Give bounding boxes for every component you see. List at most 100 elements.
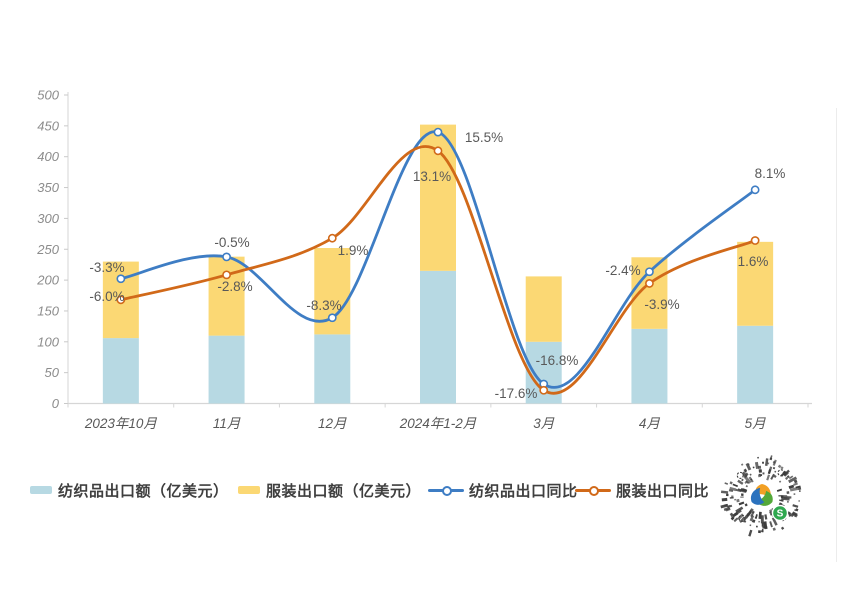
data-label: -17.6% [495,386,538,401]
data-label: -2.8% [217,279,252,294]
qr-dot [770,513,773,516]
data-label: 1.6% [738,254,769,269]
qr-dot [786,500,789,503]
data-label: 15.5% [465,130,503,145]
qr-dot [794,513,798,518]
y-axis-tick-label: 500 [37,88,59,103]
qr-dot [749,524,752,527]
legend-label: 纺织品出口同比 [469,482,578,500]
qr-dot [788,484,795,489]
qr-dot [772,466,776,470]
qr-dot [792,504,799,508]
line-marker [222,252,231,262]
qr-dot [789,487,799,492]
qr-dot [740,487,749,493]
qr-dot [788,475,794,480]
qr-dot [732,511,739,518]
qr-dot [797,486,802,491]
qr-dot [745,484,749,488]
qr-dot [727,504,733,509]
qr-dot [770,473,775,480]
qr-dot [774,470,777,473]
qr-dot [747,463,750,466]
qr-dot [749,515,755,522]
qr-dot [776,488,783,493]
y-axis-tick-label: 300 [37,211,59,226]
qr-dot [764,514,768,520]
qr-dot [758,474,761,478]
qr-dot [754,516,757,519]
bar-segment-textile [102,338,139,404]
y-axis-tick-label: 400 [37,149,59,164]
x-axis-category-label: 2023年10月 [84,416,158,431]
qr-badge-letter: S [777,509,784,520]
qr-dot [734,498,736,501]
legend-label: 纺织品出口额（亿美元） [58,482,229,500]
qr-dot [730,516,735,521]
qr-dot [783,469,790,477]
qr-dot [778,480,782,483]
bar-segment-textile [631,328,668,404]
line-marker [433,146,443,156]
line-textile-yoy [119,130,757,389]
data-label: -2.4% [605,263,640,278]
bar-segment-textile [737,325,774,404]
line-marker [645,267,654,277]
qr-dot [773,474,777,479]
bar-segment-textile [420,270,456,404]
qr-gear-glyph [736,471,744,479]
legend-item-2: 纺织品出口同比 [428,479,578,501]
qr-gear-glyph [738,514,746,522]
qr-dot [793,493,796,496]
legend-line-swatch [428,485,464,496]
qr-dot [724,503,729,507]
legend-bar-swatch [238,486,260,494]
qr-dot [758,530,761,534]
x-axis-category-label: 3月 [533,416,555,431]
qr-dot [766,474,771,481]
qr-dot [740,463,744,466]
qr-dot [793,482,798,486]
qr-dot [721,497,728,502]
qr-dot [762,472,765,475]
qr-dot [750,510,755,518]
qr-dot [729,481,733,485]
qr-dot [741,478,744,482]
legend-line-swatch [575,485,611,496]
qr-dot [732,483,739,488]
x-axis-category-label: 4月 [639,416,661,431]
qr-dot [738,501,745,506]
legend-item-1: 服装出口额（亿美元） [238,479,421,501]
x-axis-category-label: 11月 [213,416,241,431]
qr-dot [724,482,729,485]
legend-item-0: 纺织品出口额（亿美元） [30,479,229,501]
qr-dot [758,511,762,519]
qr-dot [764,458,769,467]
qr-dot [761,528,764,533]
x-axis-category-label: 12月 [318,416,347,431]
legend-bar-swatch [30,486,52,494]
legend-label: 服装出口额（亿美元） [266,482,422,500]
bar-segment-apparel [525,276,562,342]
y-axis-tick-label: 150 [37,303,59,318]
y-axis-tick-label: 350 [37,180,59,195]
qr-dot [745,480,750,485]
x-axis-category-label: 2024年1-2月 [399,416,477,431]
qr-dot [788,476,798,484]
qr-dot [788,512,794,518]
line-marker [116,274,126,284]
qr-dot [749,473,752,476]
bar-segment-textile [208,335,245,404]
qr-dot [768,466,773,474]
qr-code: S [720,455,802,537]
qr-dot [786,491,790,494]
qr-dot [758,469,762,473]
qr-dot [748,529,753,537]
qr-dot [772,527,776,531]
line-marker [116,295,126,305]
data-label: -6.0% [89,289,124,304]
qr-dot [755,514,758,520]
qr-dot [730,515,734,519]
qr-dot [745,462,752,471]
qr-dot [761,522,764,527]
